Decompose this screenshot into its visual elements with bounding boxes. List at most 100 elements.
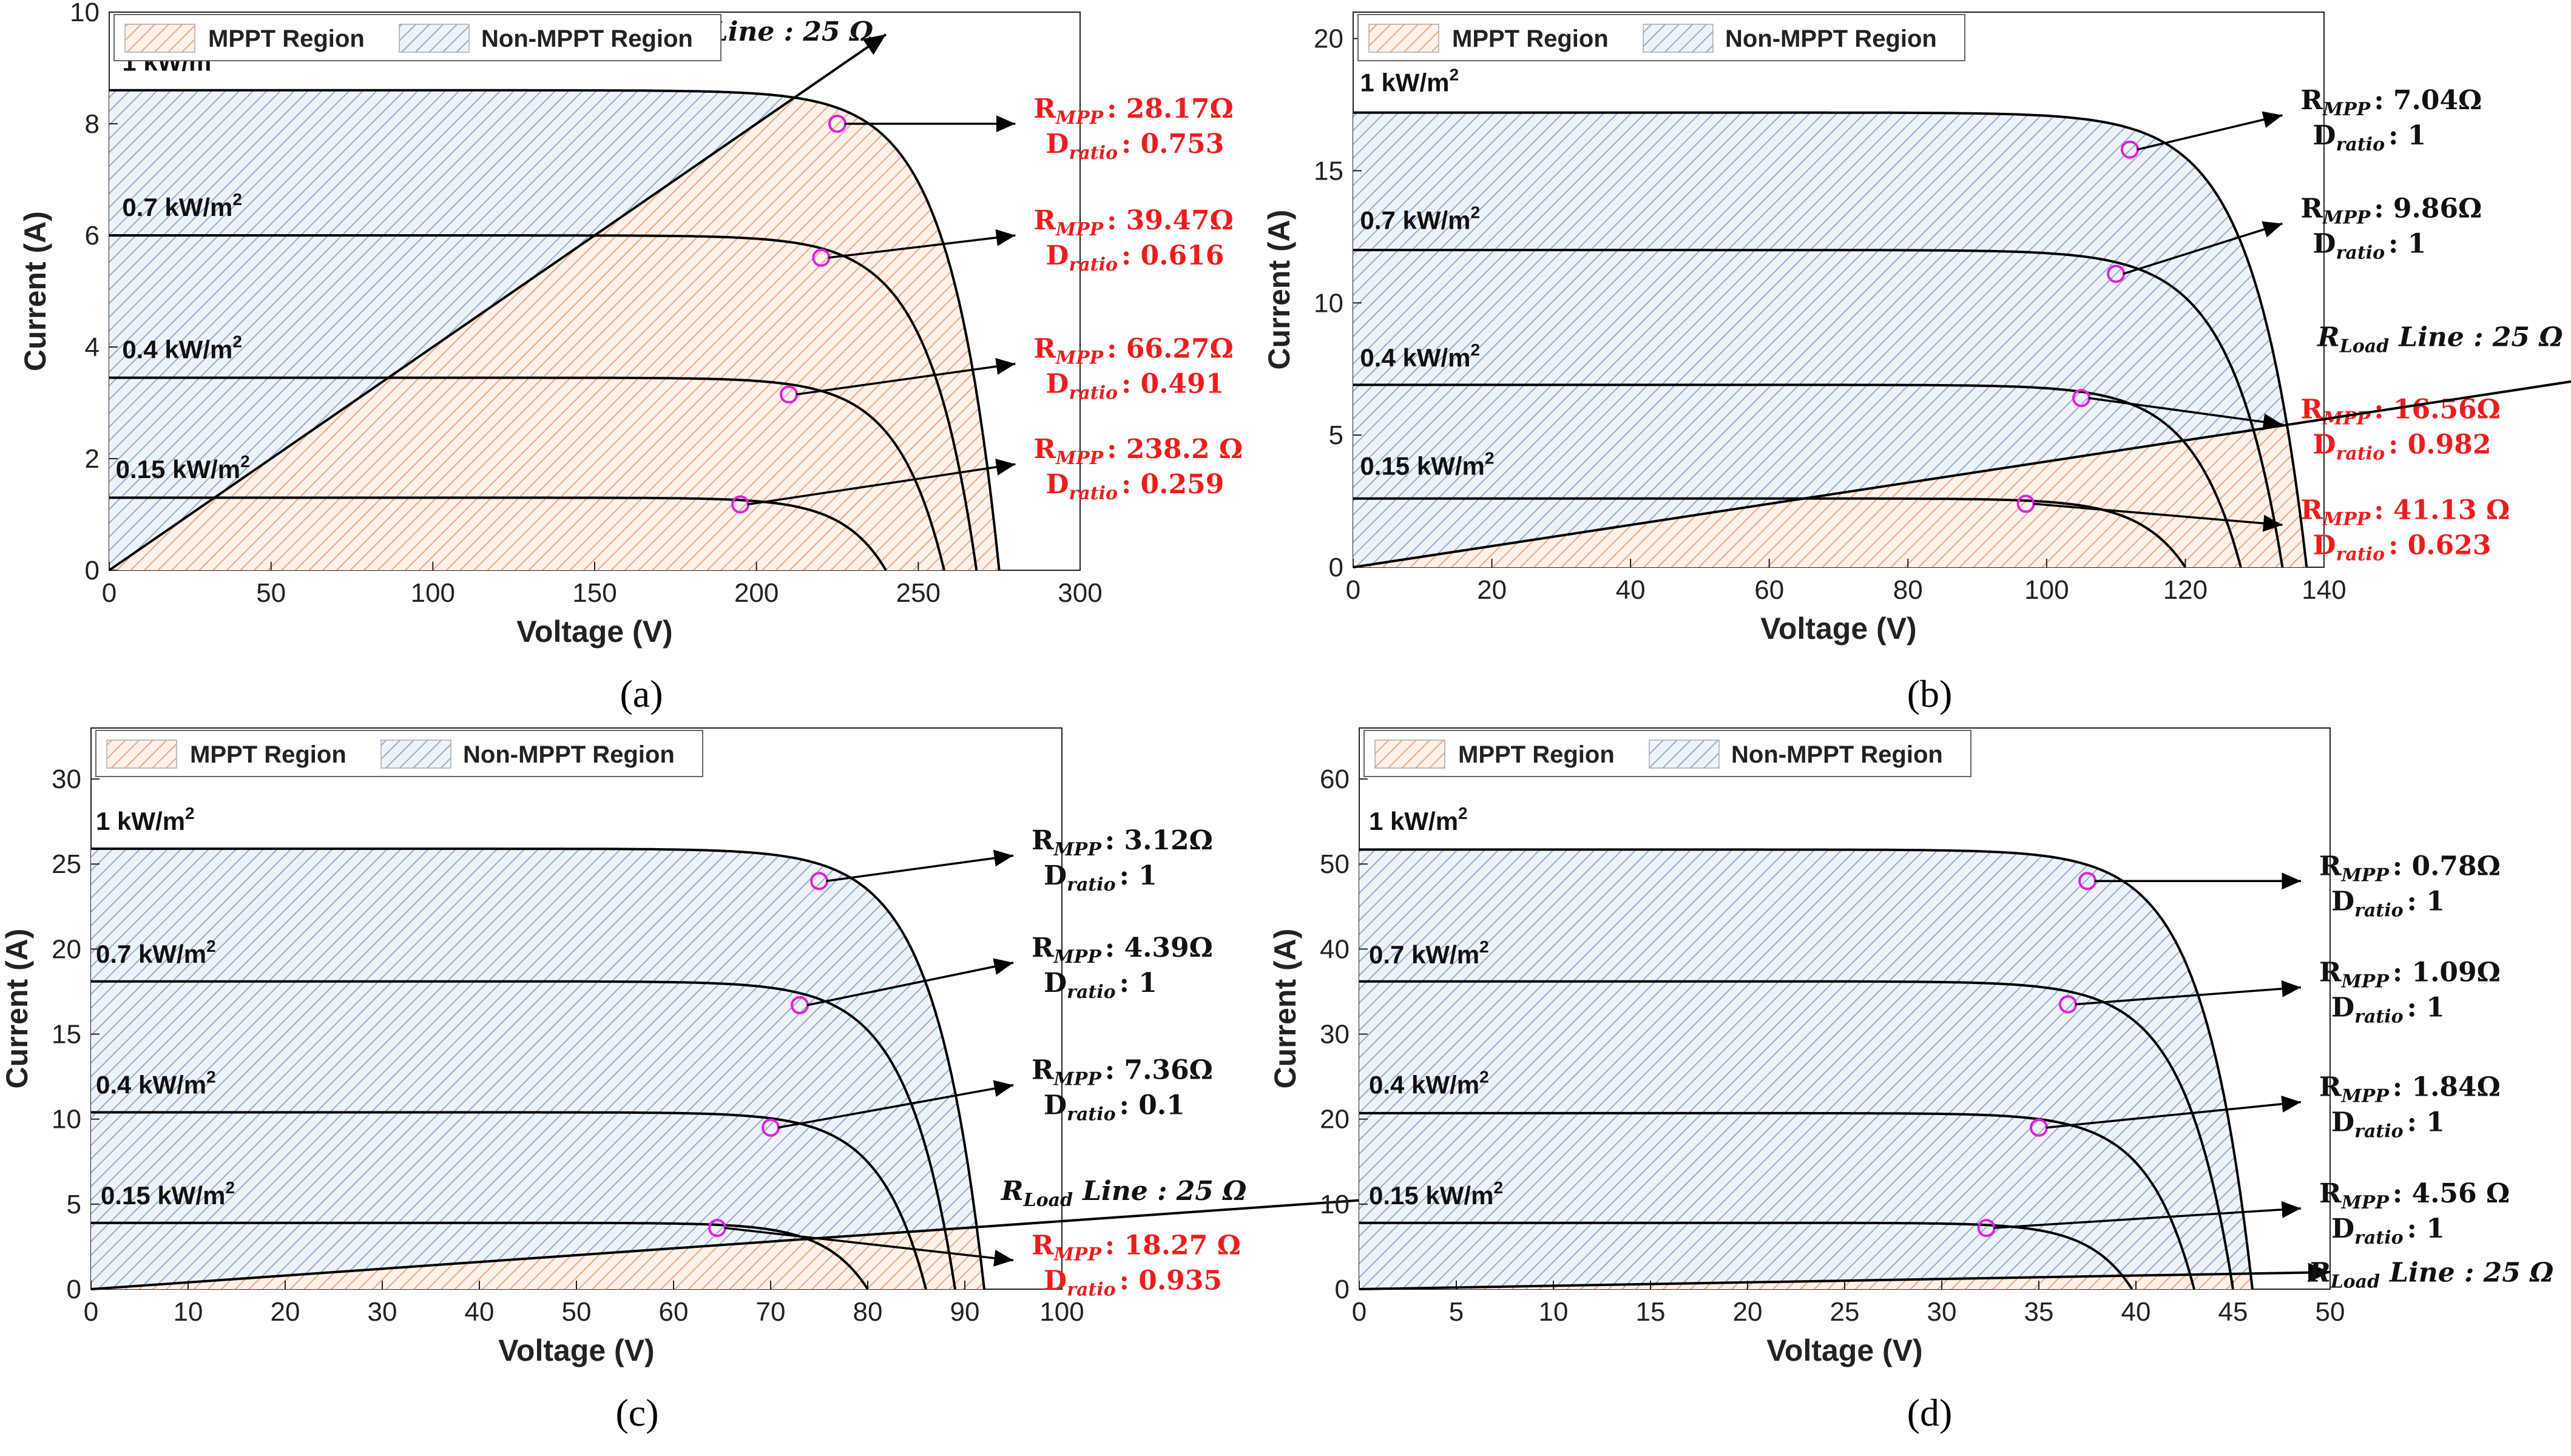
y-tick-label: 10	[52, 1105, 81, 1134]
load-line	[90, 1182, 1499, 1290]
irradiance-sup: 2	[1479, 937, 1489, 956]
iv-curve-2	[1359, 1111, 2195, 1290]
irradiance-sup: 2	[1449, 66, 1459, 84]
dratio-subscript: ratio	[1069, 383, 1118, 404]
x-tick-label: 0	[1346, 575, 1360, 605]
dratio-symbol: D	[2313, 430, 2336, 460]
dratio-annotation-1: Dratio: 1	[2331, 992, 2445, 1027]
irradiance-text: 0.7 kW/m	[122, 193, 232, 221]
rmpp-value: : 28.17Ω	[1107, 93, 1234, 124]
legend: MPPT Region Non-MPPT Region	[1363, 730, 1971, 777]
x-tick-label: 35	[2024, 1297, 2054, 1327]
rmpp-symbol: R	[2319, 851, 2342, 881]
y-tick-label: 5	[1329, 420, 1343, 450]
dratio-annotation-3: Dratio: 1	[2331, 1213, 2445, 1249]
rmpp-subscript: MPP	[2341, 1086, 2390, 1107]
iv-curve-1	[1359, 980, 2234, 1290]
dratio-symbol: D	[1046, 240, 1069, 271]
panel-b: 0 20 40 60 80 100 120 140 0 5 10 15 20 Voltage (V) Cur…	[1262, 12, 2571, 715]
legend: MPPT Region Non-MPPT Region	[95, 730, 703, 777]
y-tick-label: 10	[1314, 288, 1343, 318]
x-tick-label: 250	[896, 578, 941, 608]
rmpp-symbol: R	[1032, 932, 1054, 963]
y-tick-label: 2	[85, 444, 100, 474]
irradiance-label-1: 0.7 kW/m2	[122, 190, 242, 221]
irradiance-text: 0.15 kW/m	[1369, 1181, 1493, 1210]
irradiance-text: 0.15 kW/m	[101, 1181, 225, 1210]
legend-label-mppt: MPPT Region	[1452, 25, 1609, 52]
legend: MPPT Region Non-MPPT Region	[1357, 14, 1965, 61]
dratio-annotation-0: Dratio: 1	[1044, 860, 1157, 895]
rmpp-annotation-3: RMPP: 238.2 Ω	[1033, 434, 1243, 469]
panel-a: 0 50 100 150 200 250 300 0 2 4 6 8 10 Voltage (V) Curr…	[18, 0, 1243, 715]
y-tick-label: 20	[52, 934, 81, 964]
dratio-symbol: D	[2313, 229, 2336, 260]
rmpp-subscript: MPP	[1053, 1244, 1103, 1265]
dratio-value: : 0.753	[1121, 129, 1224, 160]
dratio-value: : 0.935	[1120, 1265, 1222, 1296]
y-axis-label: Current (A)	[18, 211, 52, 371]
y-tick-label: 20	[1314, 24, 1343, 54]
legend-swatch-mppt	[1374, 740, 1445, 769]
annotation-arrow-0	[2137, 111, 2283, 151]
load-suffix: Line : 25 Ω	[1081, 1176, 1246, 1207]
dratio-value: : 0.616	[1121, 240, 1224, 271]
x-tick-label: 150	[572, 578, 617, 608]
rmpp-value: : 3.12Ω	[1105, 825, 1213, 856]
rmpp-annotation-0: RMPP: 0.78Ω	[2319, 851, 2501, 886]
rmpp-symbol: R	[2319, 1178, 2342, 1209]
dratio-symbol: D	[2313, 120, 2336, 151]
annotation-arrow-2	[796, 358, 1016, 396]
x-tick-label: 20	[271, 1297, 300, 1327]
irradiance-label-2: 0.4 kW/m2	[1369, 1068, 1489, 1099]
load-line-label: RLoad Line : 25 Ω	[1000, 1176, 1246, 1211]
rmpp-value: : 1.09Ω	[2393, 957, 2501, 988]
rmpp-annotation-1: RMPP: 1.09Ω	[2319, 957, 2501, 992]
x-tick-label: 10	[174, 1297, 203, 1327]
x-tick-label: 5	[1449, 1297, 1464, 1327]
irradiance-sup: 2	[1471, 340, 1481, 359]
legend-swatch-non-mppt	[380, 740, 451, 769]
irradiance-label-3: 0.15 kW/m2	[1360, 449, 1494, 480]
load-line	[1353, 380, 2571, 568]
x-tick-label: 70	[756, 1297, 786, 1327]
rmpp-value: : 7.04Ω	[2374, 85, 2482, 116]
rmpp-symbol: R	[2300, 494, 2323, 525]
rmpp-value: : 7.36Ω	[1105, 1055, 1213, 1086]
legend-label-mppt: MPPT Region	[190, 741, 346, 768]
dratio-value: : 1	[2388, 229, 2426, 260]
rmpp-symbol: R	[1033, 93, 1056, 124]
y-axis-label: Current (A)	[1268, 929, 1302, 1089]
annotation-arrow-1	[2123, 221, 2283, 275]
y-tick-label: 0	[85, 556, 100, 585]
rmpp-annotation-0: RMPP: 7.04Ω	[2300, 85, 2482, 120]
rmpp-subscript: MPP	[2322, 99, 2371, 120]
annotation-arrow-1	[2075, 980, 2302, 1006]
y-tick-label: 20	[1320, 1105, 1350, 1134]
dratio-annotation-2: Dratio: 0.491	[1046, 369, 1224, 404]
annotation-arrow-3	[724, 1227, 1014, 1267]
dratio-subscript: ratio	[1069, 143, 1118, 164]
rmpp-value: : 0.78Ω	[2393, 851, 2501, 881]
dratio-value: : 0.1	[1120, 1090, 1185, 1121]
dratio-subscript: ratio	[1069, 254, 1118, 275]
dratio-value: : 1	[2407, 886, 2445, 917]
y-tick-label: 6	[85, 221, 100, 251]
rmpp-subscript: MPP	[1053, 839, 1103, 860]
x-tick-label: 50	[2316, 1297, 2345, 1327]
x-tick-label: 100	[411, 578, 455, 608]
annotation-arrow-1	[806, 958, 1014, 1006]
load-line	[1359, 1262, 2331, 1290]
irradiance-text: 0.7 kW/m	[96, 940, 206, 968]
irradiance-label-3: 0.15 kW/m2	[116, 452, 250, 484]
legend-swatch-mppt	[106, 740, 177, 769]
rmpp-annotation-2: RMPP: 1.84Ω	[2319, 1072, 2501, 1107]
dratio-subscript: ratio	[1067, 874, 1116, 895]
rmpp-subscript: MPP	[2341, 971, 2390, 992]
dratio-annotation-1: Dratio: 1	[2313, 229, 2426, 264]
non-mppt-region	[91, 849, 984, 1289]
rmpp-symbol: R	[1033, 205, 1056, 236]
irradiance-text: 0.7 kW/m	[1369, 940, 1479, 969]
rmpp-annotation-3: RMPP: 18.27 Ω	[1032, 1230, 1241, 1265]
